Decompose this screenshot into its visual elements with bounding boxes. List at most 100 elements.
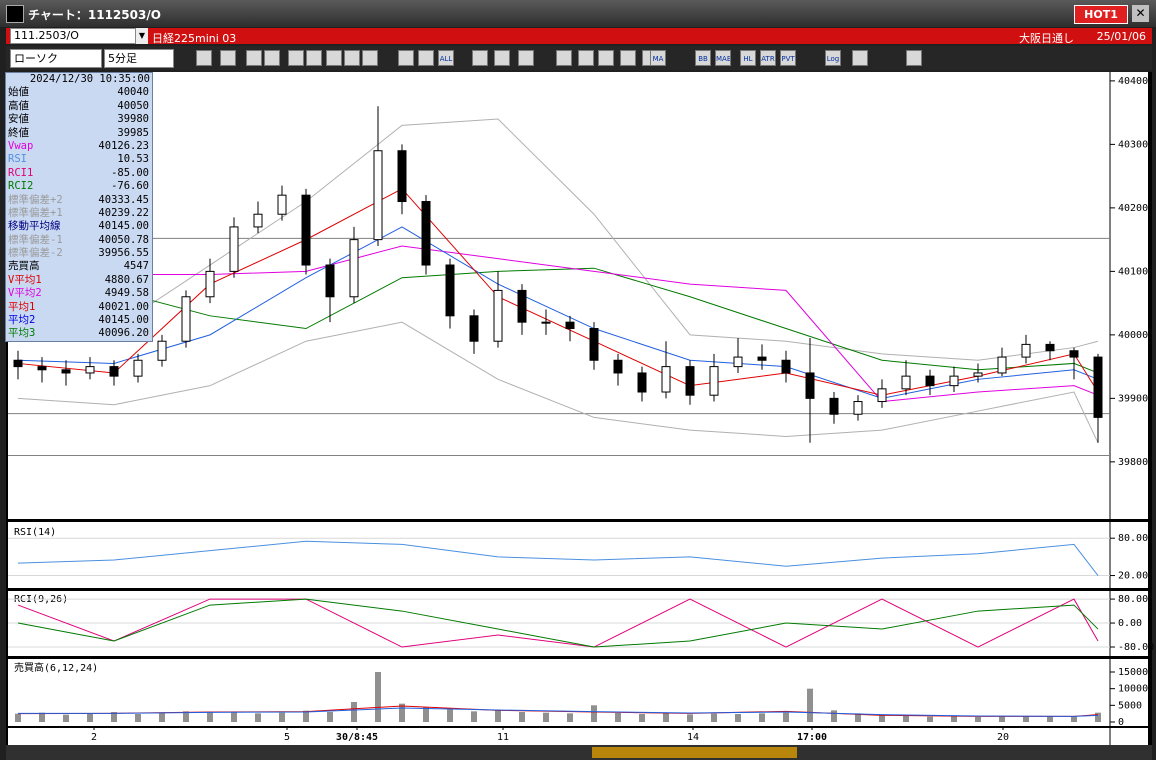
candle-body <box>1069 350 1079 358</box>
volume-bar <box>351 702 357 722</box>
tool-icon[interactable] <box>472 50 488 66</box>
volume-bar <box>951 716 957 722</box>
tool-icon[interactable] <box>620 50 636 66</box>
tool-icon[interactable] <box>288 50 304 66</box>
tool-icon[interactable] <box>494 50 510 66</box>
info-row: V平均1 4880.67 <box>6 274 152 287</box>
info-row: 平均1 40021.00 <box>6 301 152 314</box>
tool-icon[interactable] <box>906 50 922 66</box>
info-row: 高値 40050 <box>6 100 152 113</box>
scrollbar[interactable] <box>6 745 1152 760</box>
info-label: 終値 <box>8 126 29 139</box>
candle-body <box>253 213 263 228</box>
info-value: 10.53 <box>117 153 149 166</box>
tool-icon[interactable] <box>556 50 572 66</box>
y-tick-label: 40400 <box>1118 76 1148 87</box>
symbol-dropdown[interactable]: ▼ <box>136 28 148 44</box>
info-label: 安値 <box>8 113 29 126</box>
tool-icon[interactable] <box>598 50 614 66</box>
candle-body <box>877 388 887 403</box>
volume-bar <box>855 713 861 722</box>
tool-icon[interactable] <box>196 50 212 66</box>
candle-body <box>397 150 407 203</box>
y-tick-label: 0 <box>1118 717 1124 728</box>
y-tick-label: 5000 <box>1118 700 1142 711</box>
info-row: 売買高 4547 <box>6 260 152 273</box>
tool-icon[interactable] <box>220 50 236 66</box>
info-datetime: 2024/12/30 10:35:00 <box>29 73 150 85</box>
info-label: 標準偏差-2 <box>8 247 63 260</box>
y-tick-label: 80.00 <box>1118 594 1148 605</box>
candle-body <box>181 296 191 342</box>
tool-icon[interactable] <box>852 50 868 66</box>
tool-icon-label[interactable]: MAE <box>715 50 731 66</box>
tool-icon[interactable] <box>246 50 262 66</box>
info-value: 40050.78 <box>98 233 149 246</box>
y-tick-label: 40200 <box>1118 203 1148 214</box>
candle-body <box>1045 343 1055 352</box>
close-button[interactable]: ✕ <box>1132 5 1149 22</box>
hot-button[interactable]: HOT1 <box>1074 5 1128 24</box>
tool-icon-label[interactable]: MA <box>650 50 666 66</box>
volume-bar <box>1095 712 1101 722</box>
info-row: RCI2 -76.60 <box>6 180 152 193</box>
tool-icon[interactable] <box>362 50 378 66</box>
info-label: 標準偏差-1 <box>8 233 63 246</box>
tool-icon[interactable] <box>398 50 414 66</box>
toolbar: ローソク 5分足 ALL MA BB MAE HL ATR PVT Log <box>6 46 1152 70</box>
tool-icon[interactable] <box>518 50 534 66</box>
tool-icon[interactable] <box>264 50 280 66</box>
info-label: Vwap <box>8 139 34 152</box>
volume-bar <box>903 716 909 722</box>
info-label: 移動平均線 <box>8 220 61 233</box>
interval-select[interactable]: 5分足 <box>104 49 174 68</box>
chart-type-select[interactable]: ローソク <box>10 49 102 68</box>
tool-icon[interactable] <box>326 50 342 66</box>
info-row: 移動平均線 40145.00 <box>6 220 152 233</box>
info-value: 40145.00 <box>98 314 149 327</box>
info-value: 40021.00 <box>98 300 149 313</box>
volume-bar <box>1023 716 1029 722</box>
volume-bar <box>279 712 285 722</box>
info-value: 39956.55 <box>98 247 149 260</box>
candle-body <box>925 375 935 387</box>
volume-bar <box>423 707 429 722</box>
candle-body <box>949 375 959 387</box>
volume-bar <box>327 712 333 722</box>
candle-body <box>973 372 983 377</box>
info-value: 40333.45 <box>98 193 149 206</box>
info-row: 始値 40040 <box>6 86 152 99</box>
candle-body <box>997 356 1007 374</box>
symbol-input[interactable]: 111.2503/O <box>10 28 136 44</box>
candle-body <box>469 315 479 342</box>
window-title: チャート：1112503/O <box>28 8 161 22</box>
volume-bar <box>399 703 405 722</box>
y-tick-label: 80.00 <box>1118 533 1148 544</box>
tool-icon-label[interactable]: PVT <box>780 50 796 66</box>
candle-body <box>853 401 863 415</box>
candle-body <box>61 369 71 374</box>
candle-body <box>109 366 119 377</box>
tool-icon[interactable] <box>344 50 360 66</box>
date: 25/01/06 <box>1096 30 1146 43</box>
tool-icon-label[interactable]: BB <box>695 50 711 66</box>
info-row: RSI 10.53 <box>6 153 152 166</box>
info-value: 4880.67 <box>104 273 149 286</box>
info-row: RCI1 -85.00 <box>6 167 152 180</box>
volume-bar <box>231 711 237 722</box>
tool-icon-label[interactable]: HL <box>740 50 756 66</box>
candle-body <box>157 340 167 361</box>
volume-bar <box>591 705 597 722</box>
scroll-thumb[interactable] <box>592 747 797 758</box>
tool-icon-label[interactable]: ATR <box>760 50 776 66</box>
volume-bar <box>1071 716 1077 722</box>
tool-icon-label[interactable]: ALL <box>438 50 454 66</box>
candle-body <box>37 366 47 371</box>
app-icon <box>6 5 24 23</box>
volume-bar <box>783 712 789 722</box>
tool-icon[interactable] <box>578 50 594 66</box>
tool-icon-label[interactable]: Log <box>825 50 841 66</box>
tool-icon[interactable] <box>418 50 434 66</box>
tool-icon[interactable] <box>306 50 322 66</box>
